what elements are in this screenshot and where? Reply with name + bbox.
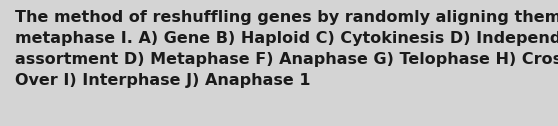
Text: The method of reshuffling genes by randomly aligning them in
metaphase I. A) Gen: The method of reshuffling genes by rando…: [16, 10, 558, 88]
